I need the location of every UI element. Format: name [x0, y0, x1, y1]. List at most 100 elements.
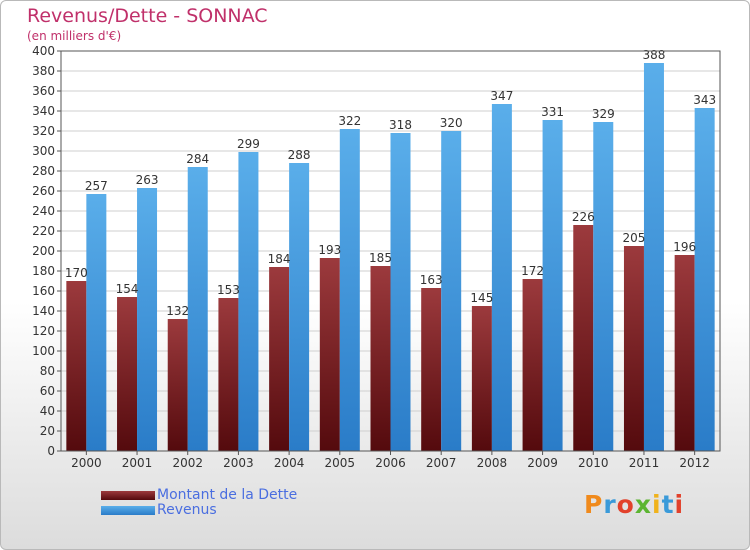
x-tick-label: 2002 — [172, 456, 203, 470]
chart-title: Revenus/Dette - SONNAC — [27, 5, 268, 27]
y-tick-label: 260 — [32, 184, 55, 198]
x-tick-label: 2010 — [578, 456, 609, 470]
bar-debt — [269, 267, 290, 451]
legend-item-debt: Montant de la Dette — [101, 487, 297, 503]
bar-debt — [623, 246, 644, 451]
x-axis-ticks: 2000 2001 2002 2003 2004 2005 2006 2007 2008 2009… — [71, 451, 710, 470]
x-tick-label: 2008 — [477, 456, 508, 470]
x-tick-label: 2009 — [527, 456, 558, 470]
y-tick-label: 280 — [32, 164, 55, 178]
bar-revenus — [137, 188, 158, 451]
bar-debt — [522, 279, 543, 451]
bar-revenus — [289, 163, 310, 451]
bar-debt — [66, 281, 87, 451]
bar-revenus — [390, 133, 411, 451]
x-tick-label: 2000 — [71, 456, 102, 470]
data-label: 170 — [65, 266, 88, 280]
x-tick-label: 2011 — [629, 456, 660, 470]
data-label: 153 — [217, 283, 240, 297]
x-tick-label: 2005 — [325, 456, 356, 470]
y-tick-label: 380 — [32, 64, 55, 78]
x-tick-label: 2001 — [122, 456, 153, 470]
data-label: 263 — [136, 173, 159, 187]
data-label: 343 — [693, 93, 716, 107]
data-label: 299 — [237, 137, 260, 151]
bar-revenus — [238, 152, 259, 451]
logo-letter: i — [674, 490, 685, 519]
y-tick-label: 400 — [32, 44, 55, 58]
legend-item-revenus: Revenus — [101, 502, 217, 518]
y-tick-label: 320 — [32, 124, 55, 138]
data-label: 329 — [592, 107, 615, 121]
data-label: 205 — [623, 231, 646, 245]
bar-revenus — [593, 122, 614, 451]
y-tick-label: 220 — [32, 224, 55, 238]
y-tick-label: 180 — [32, 264, 55, 278]
bar-revenus — [86, 194, 107, 451]
bar-revenus — [187, 167, 208, 451]
bar-revenus — [694, 108, 715, 451]
data-label: 322 — [338, 114, 361, 128]
bar-debt — [167, 319, 188, 451]
y-tick-label: 140 — [32, 304, 55, 318]
data-label: 388 — [643, 48, 666, 62]
y-tick-label: 20 — [40, 424, 55, 438]
bar-debt — [218, 298, 239, 451]
y-tick-label: 80 — [40, 364, 55, 378]
logo-letter: P — [584, 490, 604, 519]
data-label: 193 — [318, 243, 341, 257]
logo-letter: o — [616, 490, 635, 519]
x-tick-label: 2006 — [375, 456, 406, 470]
bars — [66, 63, 715, 451]
y-tick-label: 160 — [32, 284, 55, 298]
proxiti-logo: Proxiti — [584, 490, 684, 519]
data-label: 132 — [166, 304, 189, 318]
y-tick-label: 40 — [40, 404, 55, 418]
y-tick-label: 120 — [32, 324, 55, 338]
x-tick-label: 2003 — [223, 456, 254, 470]
y-tick-label: 0 — [47, 444, 55, 458]
legend-swatch-revenus — [101, 505, 155, 515]
y-tick-label: 60 — [40, 384, 55, 398]
y-tick-label: 240 — [32, 204, 55, 218]
data-label: 226 — [572, 210, 595, 224]
x-tick-label: 2004 — [274, 456, 305, 470]
bar-debt — [421, 288, 442, 451]
data-label: 288 — [288, 148, 311, 162]
data-label: 347 — [490, 89, 513, 103]
y-axis-ticks: 0 20 40 60 80 100 120 140 160 180 200 220 240 260 280 3… — [32, 44, 61, 458]
y-tick-label: 300 — [32, 144, 55, 158]
bar-debt — [117, 297, 138, 451]
logo-letter: i — [652, 490, 662, 519]
y-tick-label: 200 — [32, 244, 55, 258]
logo-letter: x — [634, 490, 652, 519]
chart-subtitle: (en milliers d'€) — [27, 29, 122, 43]
bar-revenus — [643, 63, 664, 451]
bar-revenus — [339, 129, 360, 451]
logo-letter: r — [603, 490, 617, 519]
plot-area-border — [60, 50, 721, 452]
y-tick-label: 100 — [32, 344, 55, 358]
y-tick-label: 360 — [32, 84, 55, 98]
data-label: 154 — [116, 282, 139, 296]
data-label: 284 — [186, 152, 209, 166]
data-label: 163 — [420, 273, 443, 287]
data-label: 145 — [470, 291, 493, 305]
legend-label-revenus: Revenus — [157, 502, 217, 518]
x-tick-label: 2007 — [426, 456, 457, 470]
legend-label-debt: Montant de la Dette — [157, 487, 298, 503]
bar-debt — [370, 266, 391, 451]
bar-debt — [471, 306, 492, 451]
x-tick-label: 2012 — [679, 456, 710, 470]
legend-swatch-debt — [101, 490, 155, 500]
data-label: 318 — [389, 118, 412, 132]
data-label: 172 — [521, 264, 544, 278]
data-label: 331 — [541, 105, 564, 119]
bar-debt — [573, 225, 594, 451]
data-label: 185 — [369, 251, 392, 265]
data-label: 257 — [85, 179, 108, 193]
bar-revenus — [441, 131, 462, 451]
data-label: 320 — [440, 116, 463, 130]
